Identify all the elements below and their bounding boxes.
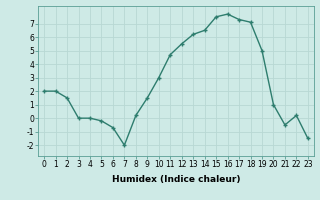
X-axis label: Humidex (Indice chaleur): Humidex (Indice chaleur) (112, 175, 240, 184)
